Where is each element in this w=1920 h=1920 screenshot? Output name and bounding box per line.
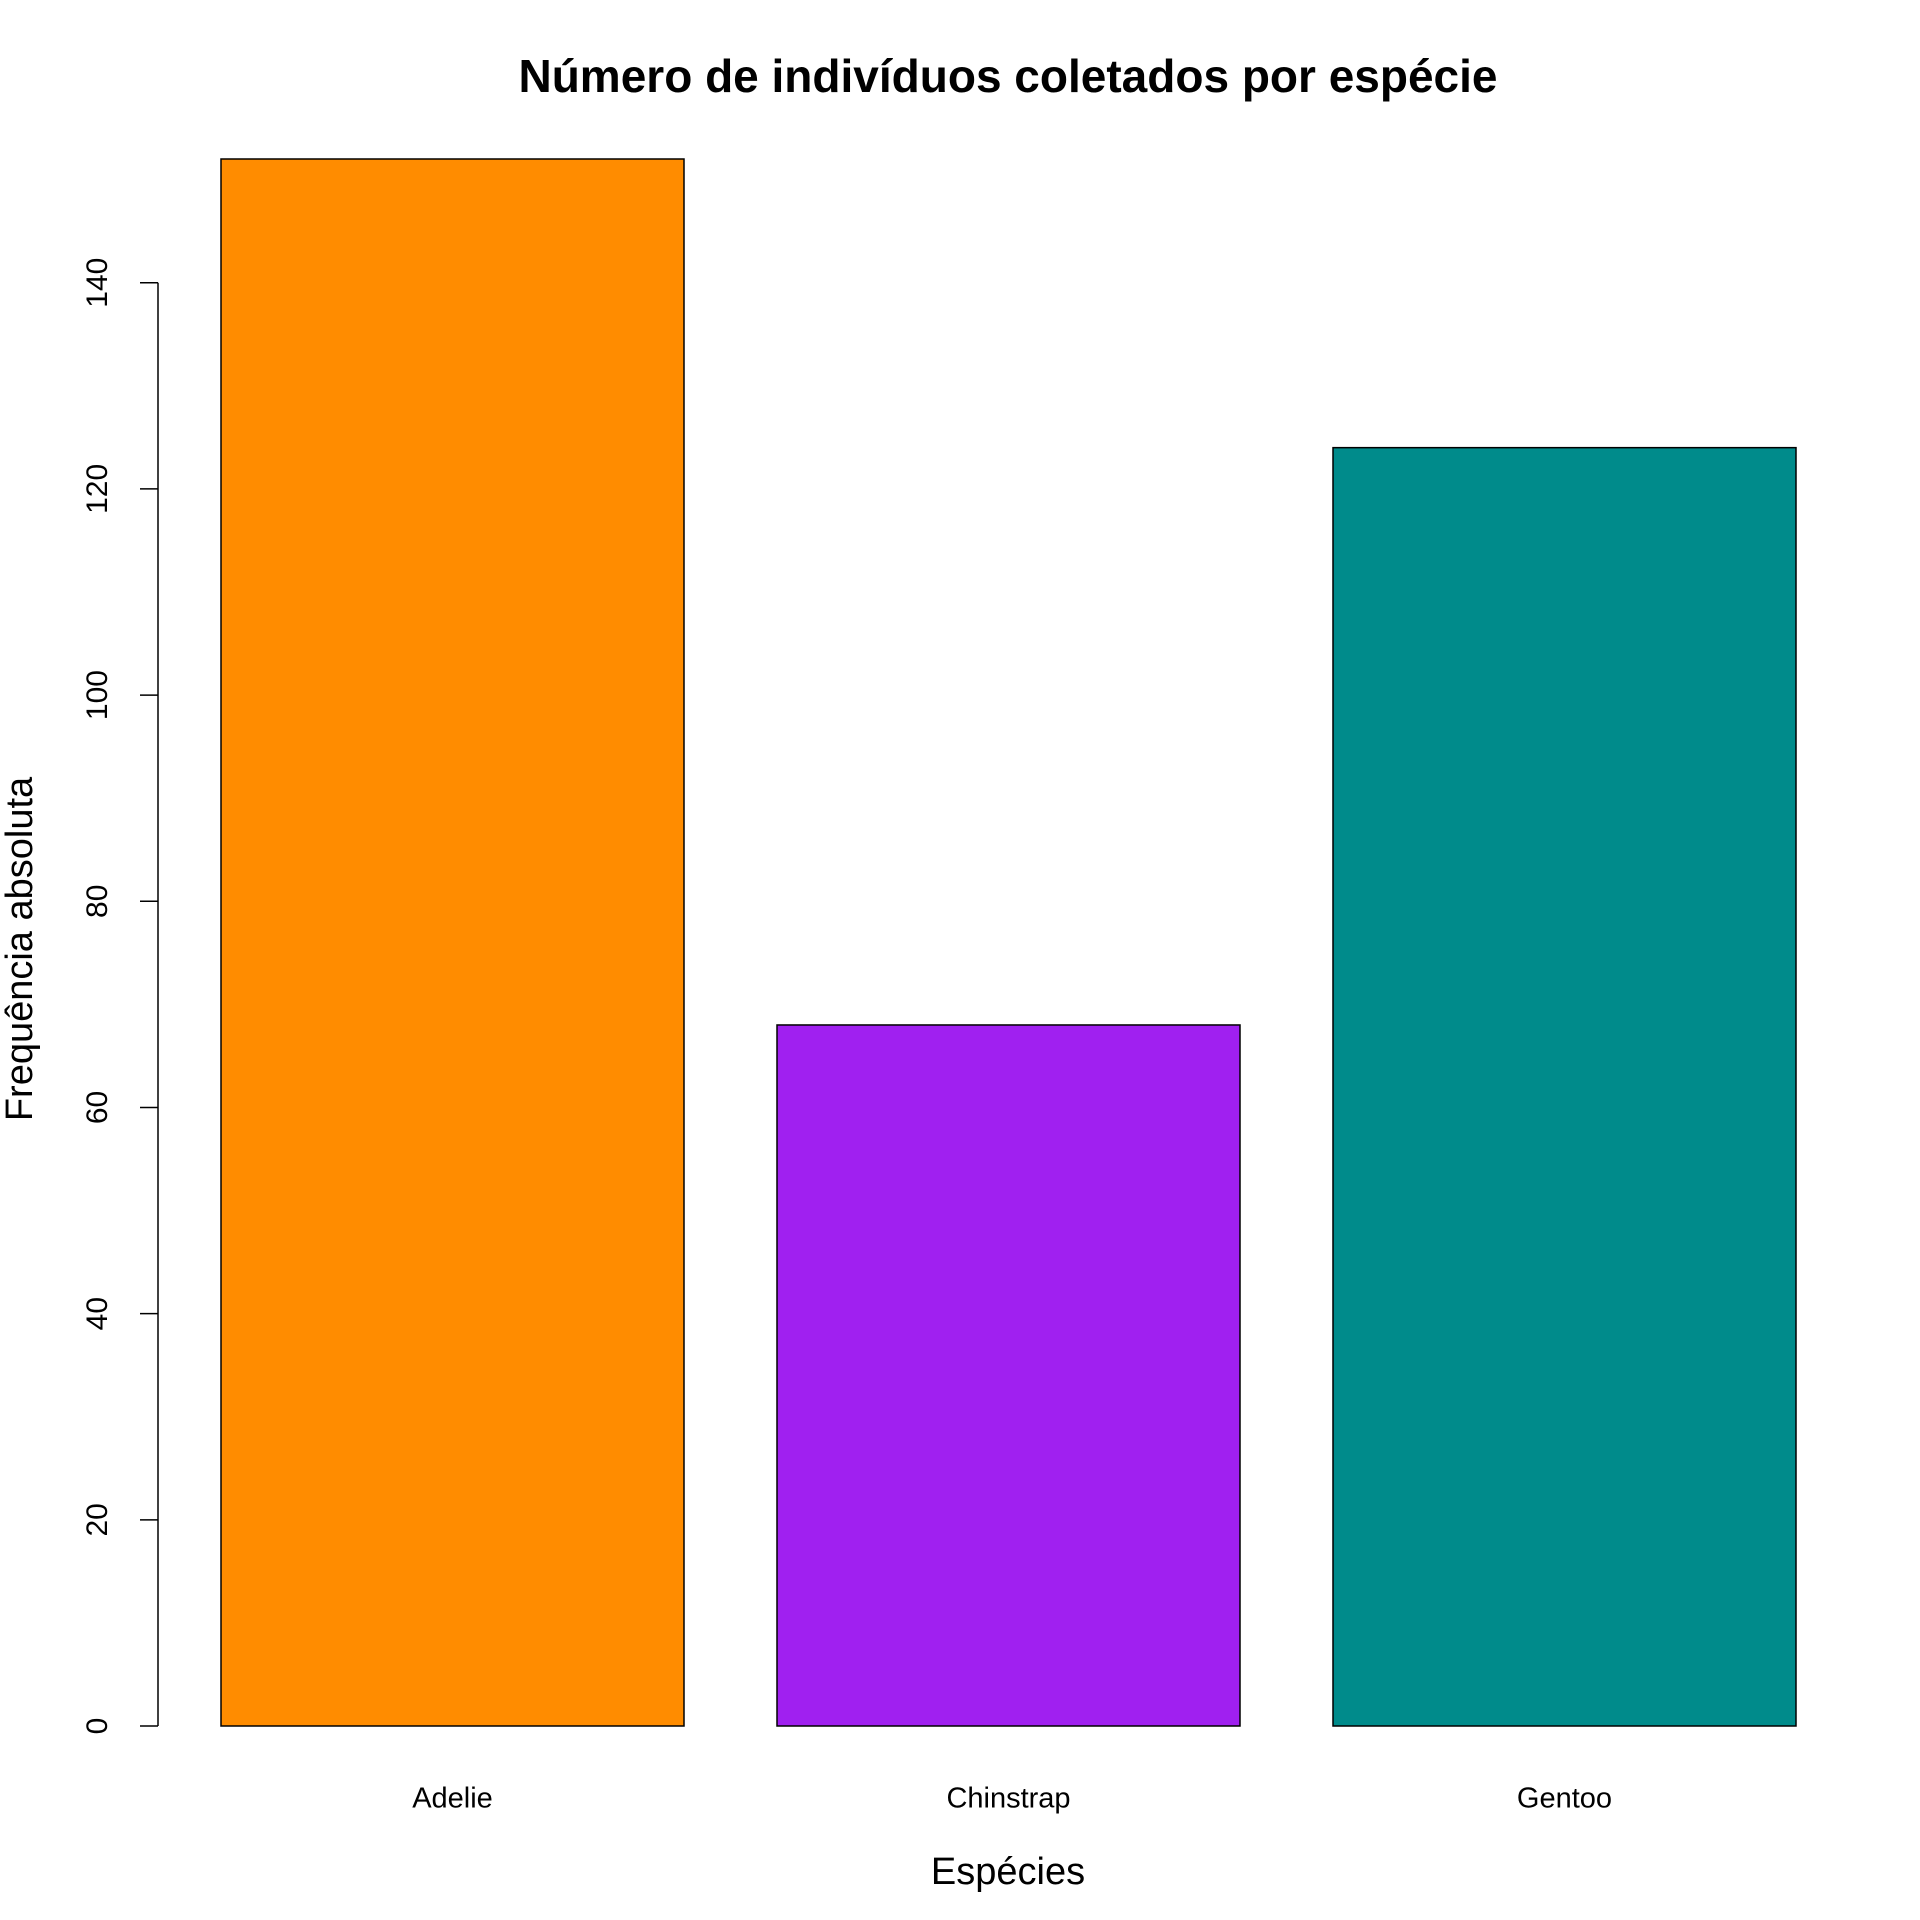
chart-title: Número de indivíduos coletados por espéc… — [518, 50, 1497, 102]
x-tick-label: Chinstrap — [946, 1783, 1070, 1815]
y-tick-label: 60 — [81, 1091, 114, 1124]
bar — [1332, 446, 1797, 1727]
y-tick-label: 20 — [81, 1503, 114, 1536]
y-tick-label: 140 — [81, 258, 114, 308]
bar — [220, 158, 685, 1727]
y-tick-label: 0 — [81, 1718, 114, 1735]
y-tick-label: 80 — [81, 885, 114, 918]
x-axis-label: Espécies — [931, 1851, 1085, 1893]
y-tick-label: 100 — [81, 670, 114, 720]
y-tick-label: 120 — [81, 464, 114, 514]
y-tick-label: 40 — [81, 1297, 114, 1330]
x-tick-label: Adelie — [412, 1783, 493, 1815]
x-tick-label: Gentoo — [1517, 1783, 1612, 1815]
y-axis-label: Frequência absoluta — [0, 776, 41, 1121]
bar — [776, 1024, 1241, 1727]
